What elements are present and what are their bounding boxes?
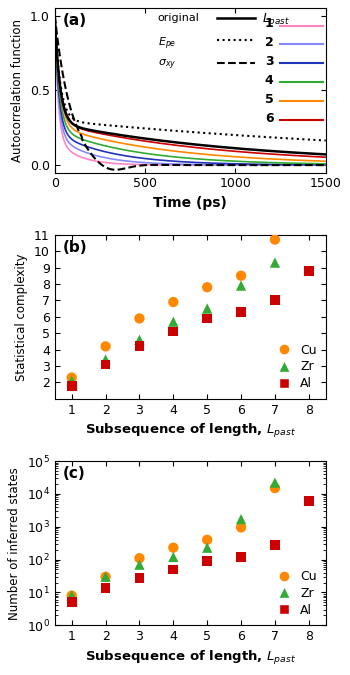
Point (170, 542, 176, 553)
Point (103, 354, 108, 365)
Point (170, 296, 176, 307)
Point (204, 303, 210, 314)
Text: 3: 3 (265, 55, 273, 68)
Point (170, 317, 176, 327)
Point (170, 326, 176, 337)
Text: $L_{past}$: $L_{past}$ (262, 11, 290, 28)
Point (238, 514, 244, 524)
Point (238, 306, 244, 317)
Text: (a): (a) (63, 14, 87, 28)
Text: $E_{pe}$: $E_{pe}$ (158, 35, 176, 52)
Point (204, 542, 210, 553)
Point (204, 556, 210, 566)
Point (204, 313, 210, 324)
Point (69, 597, 75, 608)
Point (69, 381, 75, 392)
Point (272, 477, 278, 488)
Text: 2: 2 (265, 36, 273, 49)
Point (103, 359, 108, 370)
Point (136, 553, 142, 564)
Point (238, 551, 244, 562)
Y-axis label: Number of inferred states: Number of inferred states (8, 466, 21, 620)
Text: 6: 6 (265, 112, 273, 125)
Point (306, 265, 312, 276)
Text: 1: 1 (265, 18, 273, 30)
Point (204, 282, 210, 293)
Legend: Cu, Zr, Al: Cu, Zr, Al (269, 568, 320, 619)
Point (103, 341, 108, 352)
Point (136, 560, 142, 570)
Point (272, 257, 278, 268)
Point (272, 295, 278, 306)
Point (170, 551, 176, 562)
Point (306, 495, 312, 506)
Point (272, 539, 278, 550)
Text: original: original (158, 14, 199, 23)
Point (103, 571, 108, 582)
Point (272, 234, 278, 245)
Point (69, 375, 75, 386)
Point (238, 522, 244, 533)
Point (136, 313, 142, 324)
Legend: Cu, Zr, Al: Cu, Zr, Al (269, 341, 320, 393)
X-axis label: Time (ps): Time (ps) (153, 196, 227, 210)
Y-axis label: Autocorrelation function: Autocorrelation function (11, 19, 25, 162)
Text: (c): (c) (63, 466, 86, 481)
Point (103, 571, 108, 582)
Text: $\sigma_{xy}$: $\sigma_{xy}$ (158, 57, 176, 72)
Point (69, 372, 75, 383)
X-axis label: Subsequence of length, $L_{past}$: Subsequence of length, $L_{past}$ (85, 649, 296, 667)
Point (204, 535, 210, 545)
Point (136, 334, 142, 345)
Point (170, 564, 176, 575)
Point (272, 483, 278, 493)
X-axis label: Subsequence of length, $L_{past}$: Subsequence of length, $L_{past}$ (85, 423, 296, 440)
Text: 4: 4 (265, 74, 273, 87)
Point (69, 590, 75, 601)
Point (69, 590, 75, 601)
Y-axis label: Statistical complexity: Statistical complexity (15, 253, 28, 381)
Text: (b): (b) (63, 240, 88, 254)
Point (136, 572, 142, 583)
Point (103, 583, 108, 593)
Point (238, 270, 244, 281)
Text: 5: 5 (265, 93, 273, 106)
Point (136, 341, 142, 352)
Point (238, 280, 244, 291)
